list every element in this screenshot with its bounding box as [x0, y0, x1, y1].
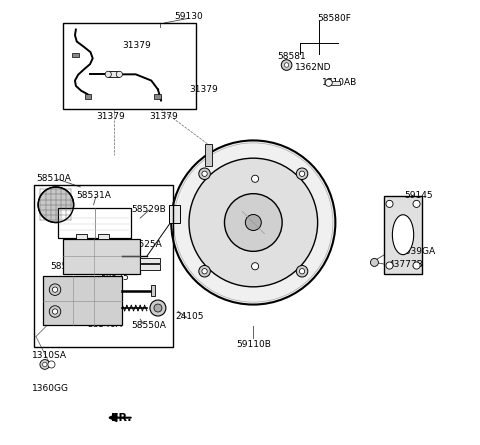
Bar: [43, 276, 122, 325]
Circle shape: [245, 214, 261, 231]
Circle shape: [300, 269, 305, 274]
Circle shape: [252, 263, 259, 270]
Circle shape: [371, 259, 378, 267]
Circle shape: [413, 262, 420, 269]
Bar: [329, 81, 340, 85]
Text: 58581: 58581: [278, 52, 306, 61]
Bar: [85, 94, 91, 99]
Circle shape: [281, 60, 292, 70]
Bar: [98, 234, 109, 239]
Text: 1310SA: 1310SA: [32, 351, 67, 360]
Bar: [34, 185, 173, 347]
Circle shape: [225, 194, 282, 251]
Text: 58535: 58535: [100, 273, 129, 283]
Circle shape: [325, 79, 332, 86]
Text: 58531A: 58531A: [76, 191, 111, 200]
Text: 59145: 59145: [404, 191, 433, 200]
Bar: [62, 239, 140, 274]
Circle shape: [52, 309, 58, 314]
Text: 1360GG: 1360GG: [32, 384, 69, 393]
Circle shape: [189, 158, 318, 287]
Bar: [204, 144, 212, 166]
Bar: [76, 234, 87, 239]
Text: 24105: 24105: [176, 312, 204, 321]
Circle shape: [252, 175, 259, 182]
Text: 31379: 31379: [149, 112, 178, 121]
Text: 59130: 59130: [175, 12, 204, 21]
Text: FR.: FR.: [111, 413, 132, 423]
Bar: [58, 208, 132, 238]
Bar: [72, 53, 79, 57]
Text: 58580F: 58580F: [318, 14, 351, 23]
Text: 1710AB: 1710AB: [322, 78, 357, 87]
Text: 31379: 31379: [96, 112, 125, 121]
Circle shape: [48, 361, 55, 368]
Text: 31379: 31379: [122, 40, 151, 49]
Text: 59110B: 59110B: [236, 340, 271, 349]
Bar: [108, 71, 120, 77]
Circle shape: [296, 266, 308, 277]
Text: 58550A: 58550A: [132, 321, 166, 330]
Text: 31379: 31379: [189, 85, 218, 94]
Circle shape: [386, 262, 393, 269]
Circle shape: [199, 266, 210, 277]
Bar: [140, 258, 160, 263]
Circle shape: [284, 63, 289, 67]
Bar: [384, 196, 422, 274]
Circle shape: [49, 284, 61, 295]
Circle shape: [150, 300, 166, 316]
Circle shape: [154, 304, 162, 312]
Circle shape: [202, 171, 207, 176]
Text: 58510A: 58510A: [36, 174, 71, 182]
Text: 43777B: 43777B: [389, 260, 423, 269]
Circle shape: [116, 71, 122, 77]
Text: 58525A: 58525A: [127, 240, 162, 249]
Ellipse shape: [392, 215, 414, 255]
Circle shape: [171, 141, 336, 304]
Circle shape: [202, 269, 207, 274]
Circle shape: [105, 71, 111, 77]
Circle shape: [49, 306, 61, 317]
Bar: [62, 23, 196, 109]
Circle shape: [40, 360, 50, 369]
Circle shape: [43, 362, 47, 367]
Text: 58529B: 58529B: [132, 205, 166, 214]
Circle shape: [386, 200, 393, 207]
Text: 1339GA: 1339GA: [400, 247, 436, 256]
Text: 58513: 58513: [50, 263, 79, 271]
Circle shape: [199, 168, 210, 179]
Circle shape: [38, 187, 73, 222]
Circle shape: [413, 200, 420, 207]
Bar: [140, 264, 160, 270]
Circle shape: [296, 168, 308, 179]
Text: 58540A: 58540A: [87, 320, 122, 329]
Bar: [155, 94, 161, 99]
Text: 1362ND: 1362ND: [296, 63, 332, 72]
Circle shape: [52, 287, 58, 292]
Circle shape: [300, 171, 305, 176]
Bar: [169, 205, 180, 222]
Bar: [151, 285, 155, 296]
